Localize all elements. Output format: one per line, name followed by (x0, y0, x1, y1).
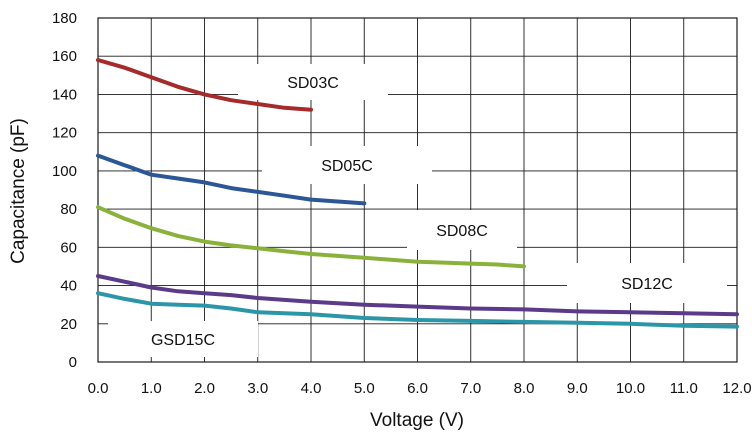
x-tick-label: 0.0 (88, 380, 109, 397)
x-tick-label: 12.0 (722, 380, 751, 397)
series-label-gsd15c: GSD15C (151, 332, 215, 349)
y-axis-title: Capacitance (pF) (8, 118, 29, 264)
series-label-sd12c: SD12C (621, 276, 673, 293)
series-lines (96, 58, 739, 329)
series-label-backgrounds (108, 64, 727, 357)
series-label-bg-2 (407, 210, 517, 250)
x-tick-label: 3.0 (247, 380, 268, 397)
series-label-bg-4 (108, 321, 258, 357)
plot-border (97, 17, 738, 363)
series-label-bg-0 (238, 64, 388, 100)
y-tick-label: 120 (52, 125, 77, 142)
series-label-sd03c: SD03C (287, 75, 339, 92)
y-tick-label: 0 (69, 354, 77, 371)
y-axis-ticks: 0 20 40 60 80 100 120 140 160 180 (52, 10, 77, 371)
y-tick-label: 100 (52, 163, 77, 180)
x-tick-label: 4.0 (301, 380, 322, 397)
y-tick-label: 180 (52, 10, 77, 27)
series-line-sd05c (96, 153, 367, 206)
x-tick-label: 1.0 (141, 380, 162, 397)
x-tick-label: 11.0 (670, 380, 698, 397)
x-tick-label: 8.0 (514, 380, 535, 397)
y-tick-label: 80 (60, 201, 77, 218)
series-line-sd12c (96, 274, 739, 317)
x-tick-label: 6.0 (407, 380, 428, 397)
y-tick-label: 140 (52, 86, 77, 103)
y-tick-label: 20 (60, 316, 77, 333)
series-labels: SD03C SD05C SD08C SD12C GSD15C (151, 75, 673, 349)
x-tick-label: 9.0 (567, 380, 588, 397)
series-line-sd03c (96, 58, 313, 112)
series-label-bg-1 (262, 146, 432, 184)
series-label-sd05c: SD05C (321, 158, 373, 175)
x-tick-label: 10.0 (616, 380, 645, 397)
y-tick-label: 60 (60, 239, 77, 256)
x-axis-title: Voltage (V) (370, 410, 464, 431)
series-line-sd08c (96, 205, 526, 269)
x-tick-label: 5.0 (354, 380, 375, 397)
series-label-bg-3 (567, 263, 727, 303)
x-axis-ticks: 0.0 1.0 2.0 3.0 4.0 5.0 6.0 7.0 8.0 9.0 10.0 11.0 12… (88, 380, 752, 397)
x-tick-label: 7.0 (460, 380, 481, 397)
x-tick-label: 2.0 (194, 380, 215, 397)
y-tick-label: 160 (52, 48, 77, 65)
series-label-sd08c: SD08C (436, 223, 488, 240)
plot-frame (97, 17, 738, 363)
series-line-gsd15c (96, 291, 739, 329)
y-tick-label: 40 (60, 278, 77, 295)
